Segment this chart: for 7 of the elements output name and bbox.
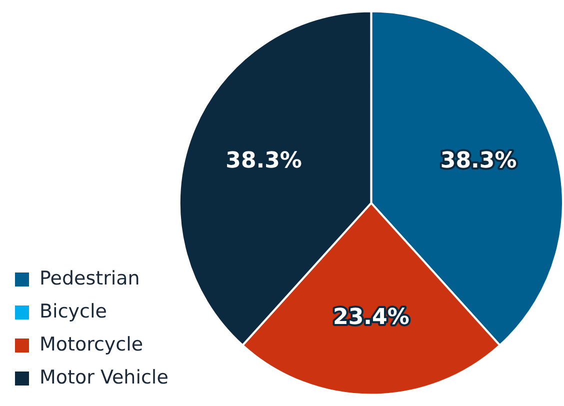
- data-label: 23.4%: [333, 304, 410, 330]
- legend-label: Bicycle: [40, 300, 107, 322]
- legend-label: Motor Vehicle: [40, 366, 168, 388]
- legend-label: Pedestrian: [40, 267, 140, 290]
- data-label: 38.3%: [440, 148, 517, 174]
- legend-label: Motorcycle: [40, 333, 144, 356]
- data-label: 38.3%: [226, 148, 302, 174]
